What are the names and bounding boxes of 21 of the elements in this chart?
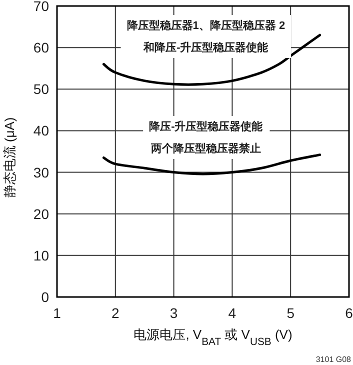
y-tick-label: 50 (33, 81, 50, 98)
x-tick-label: 4 (228, 305, 236, 321)
x-tick-label: 1 (53, 305, 62, 321)
y-tick-label: 20 (33, 206, 50, 222)
y-tick-label: 70 (33, 0, 50, 14)
series-label: 降压-升压型稳压器使能两个降压型稳压器禁止 (149, 120, 264, 155)
y-tick-label: 60 (33, 40, 50, 56)
y-tick-label: 30 (33, 164, 50, 180)
x-tick-label: 3 (170, 305, 178, 321)
x-axis-title: 电源电压, V$_{BAT}$ 或 V$_{USB}$ (V) (134, 327, 292, 348)
line-series (102, 34, 322, 86)
x-tick-label: 2 (112, 305, 120, 321)
y-axis-title: 静态电流 (μA) (2, 117, 17, 198)
y-tick-label: 40 (33, 122, 50, 139)
line-series (102, 154, 322, 176)
y-tick-label: 10 (33, 247, 50, 264)
x-tick-label: 5 (286, 305, 295, 321)
series-label: 降压型稳压器1、降压型稳压器 2和降压-升压型稳压器使能 (126, 19, 286, 54)
x-tick-label: 6 (345, 305, 353, 321)
y-tick-label: 0 (41, 289, 50, 305)
text: 3101 G08 (316, 355, 352, 364)
